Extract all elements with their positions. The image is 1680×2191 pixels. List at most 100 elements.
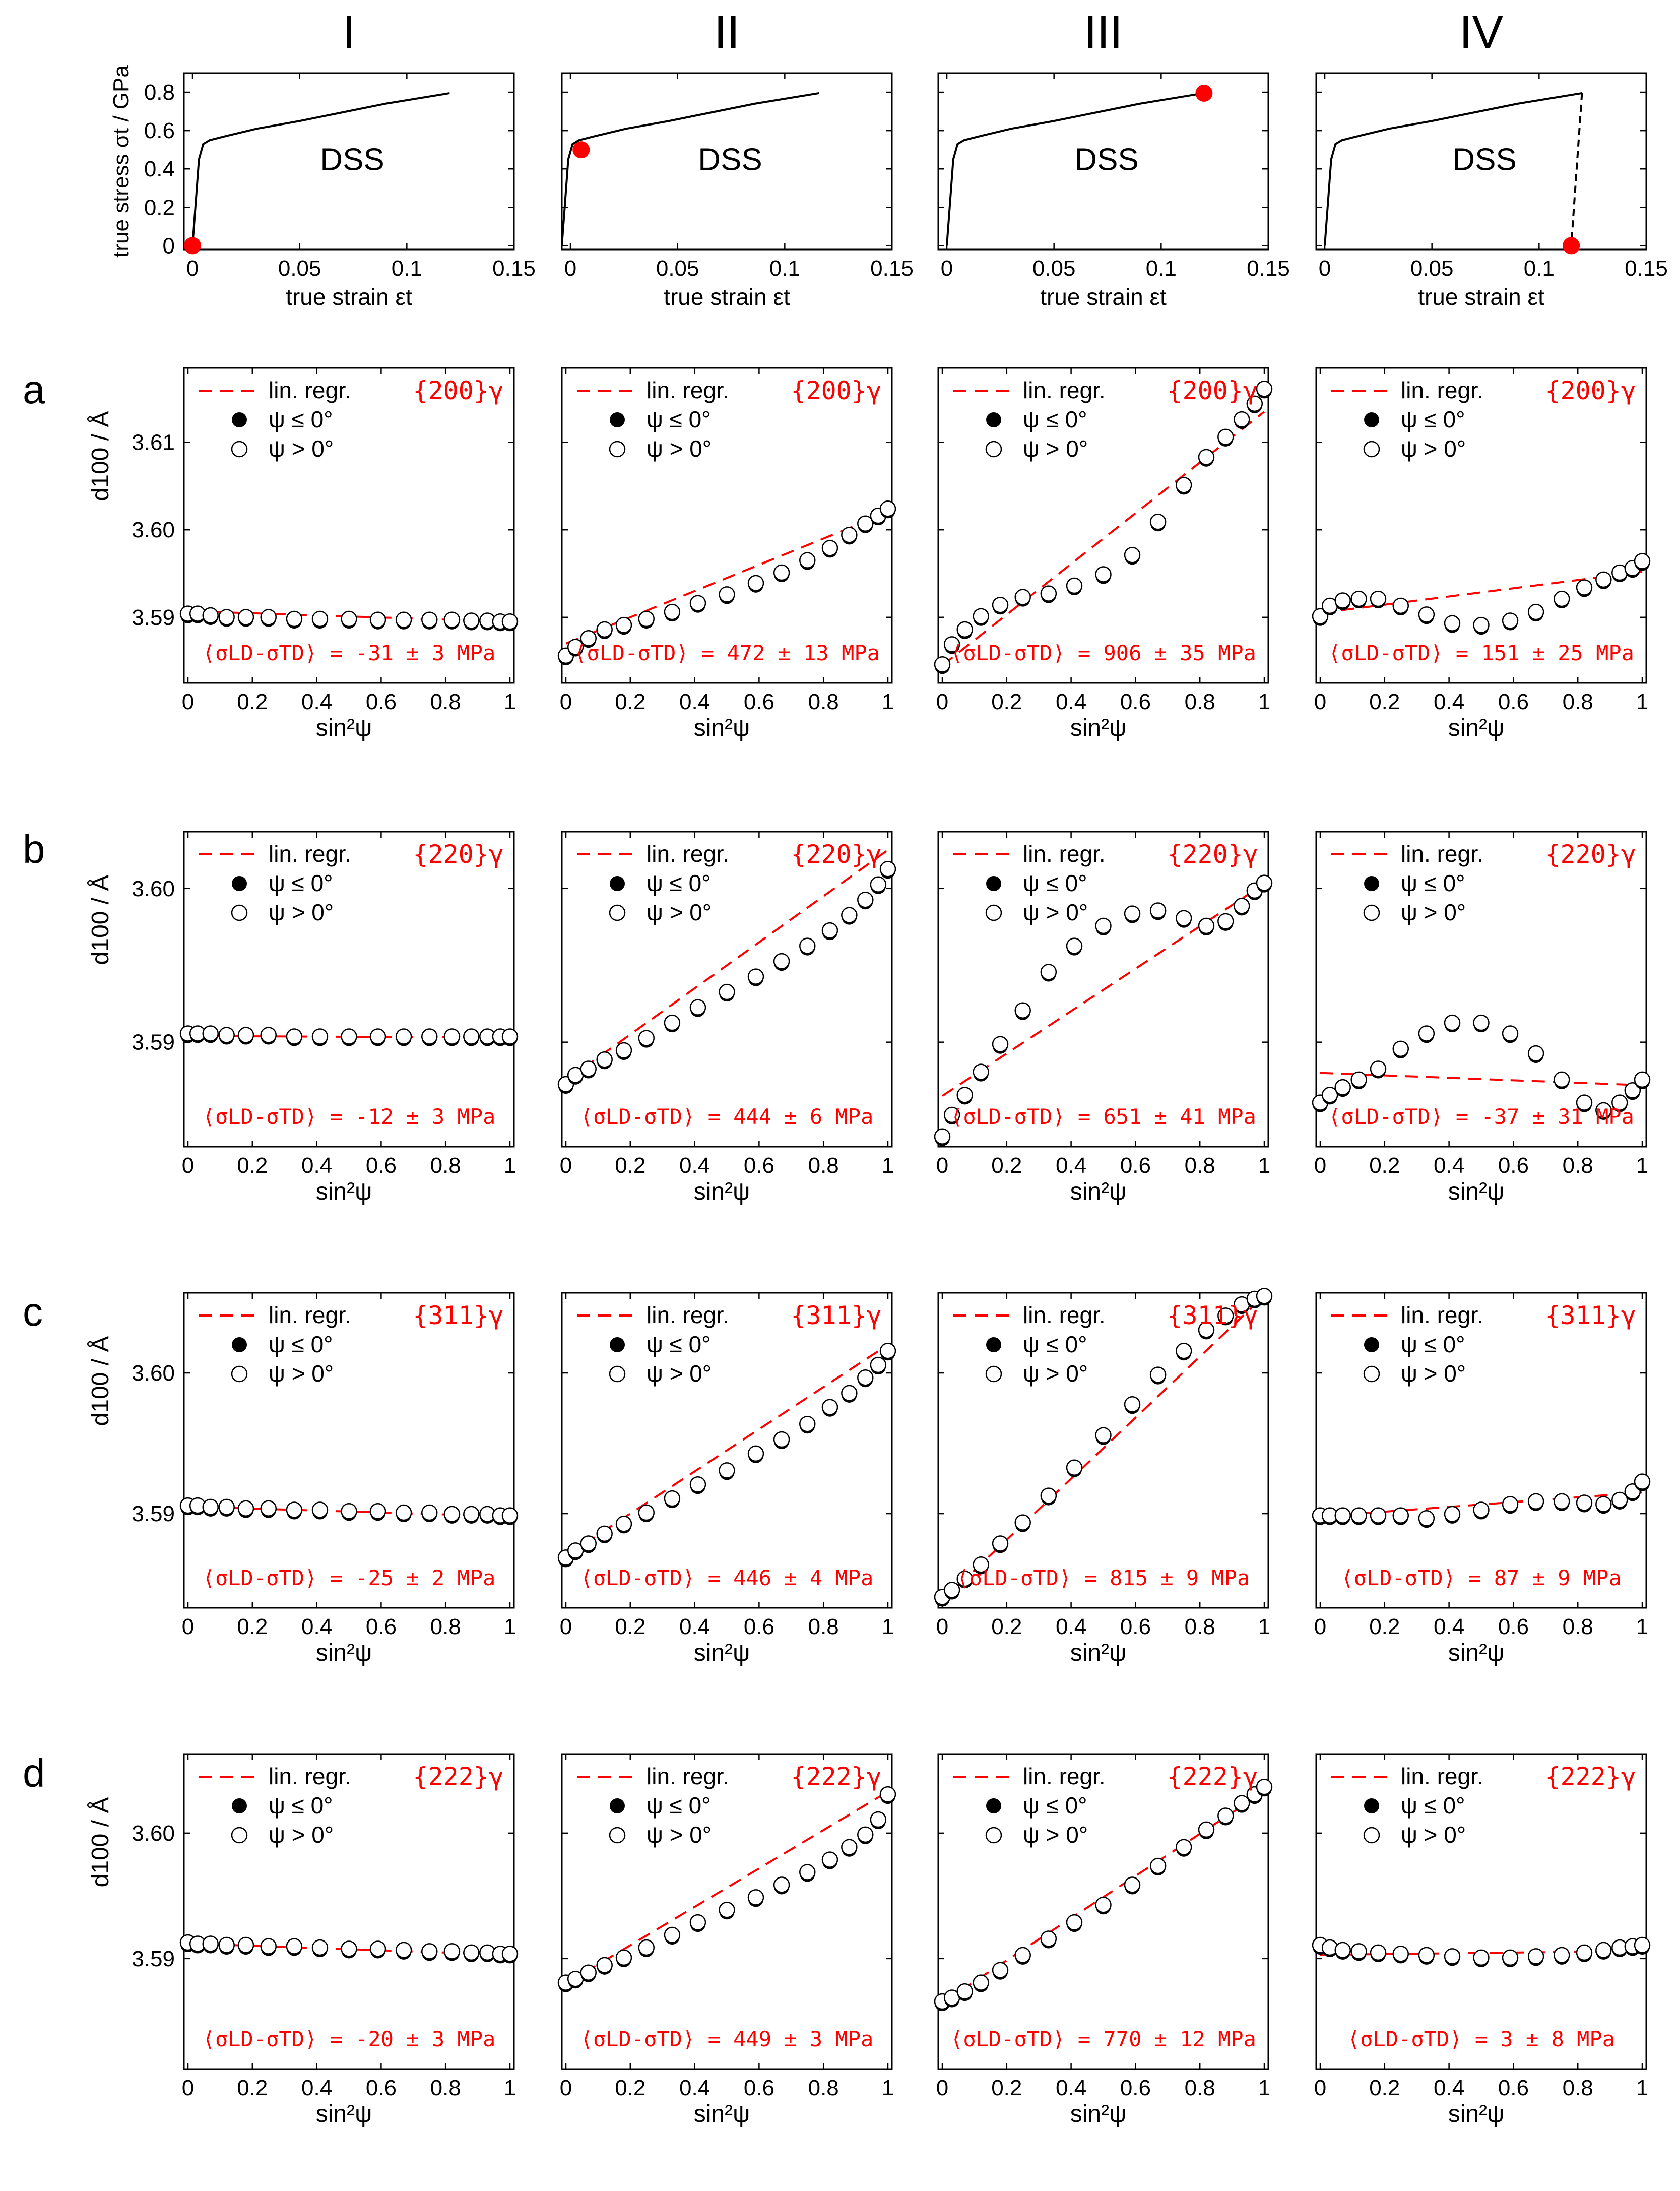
column-header: II	[714, 7, 740, 58]
point-psi-positive	[615, 1949, 632, 1966]
point-psi-positive	[1149, 514, 1167, 530]
legend-psi-neg: ψ ≤ 0°	[1023, 1792, 1087, 1819]
column-header: I	[343, 7, 356, 58]
legend-marker-open	[985, 1365, 1002, 1383]
x-tick-label: 0	[936, 1153, 948, 1178]
point-psi-positive	[311, 610, 329, 628]
point-psi-positive	[1473, 1014, 1490, 1031]
point-psi-positive	[719, 983, 735, 1000]
point-psi-positive	[1256, 874, 1273, 891]
legend-marker-open	[231, 904, 248, 921]
point-psi-positive	[1334, 1942, 1351, 1959]
point-psi-positive	[286, 1028, 303, 1045]
plot-frame	[183, 72, 515, 251]
point-psi-positive	[1527, 1948, 1544, 1965]
point-psi-positive	[638, 1030, 655, 1046]
legend-lin-regr: lin. regr.	[269, 841, 351, 867]
x-tick-label: 0.15	[870, 256, 914, 281]
point-psi-positive	[1124, 547, 1141, 564]
point-psi-positive	[463, 1944, 480, 1961]
reflection-label: {222}γ	[791, 1762, 882, 1791]
state-marker	[572, 141, 590, 159]
point-psi-positive	[799, 552, 816, 569]
point-psi-positive	[1246, 395, 1263, 412]
x-tick-label: 0.4	[1434, 1614, 1464, 1639]
legend-lin-regr: lin. regr.	[1023, 377, 1106, 403]
point-psi-positive	[1444, 1948, 1461, 1965]
x-tick-label: 0.8	[808, 1153, 839, 1178]
legend-psi-pos: ψ > 0°	[1023, 899, 1088, 925]
x-tick-label: 0.4	[301, 2076, 332, 2100]
point-psi-positive	[638, 1939, 655, 1956]
reflection-label: {311}γ	[1545, 1301, 1636, 1330]
point-psi-positive	[1095, 917, 1112, 934]
point-psi-positive	[973, 1556, 989, 1573]
point-psi-positive	[1198, 449, 1215, 466]
point-psi-positive	[286, 1938, 303, 1955]
point-psi-positive	[260, 1938, 277, 1955]
x-tick-label: 0.4	[1056, 1614, 1086, 1639]
point-psi-positive	[973, 1974, 989, 1991]
point-psi-positive	[821, 922, 838, 939]
plot-frame	[561, 72, 893, 251]
y-tick-label: 0.6	[144, 118, 175, 143]
x-axis-label: sin²ψ	[1448, 1178, 1505, 1205]
legend-psi-pos: ψ > 0°	[269, 899, 334, 925]
x-tick-label: 0.2	[991, 1614, 1022, 1639]
legend-marker-open	[1363, 1827, 1380, 1844]
point-psi-positive	[1350, 1507, 1367, 1524]
point-psi-positive	[1595, 571, 1612, 588]
point-psi-positive	[395, 1942, 412, 1959]
x-axis-label: sin²ψ	[694, 715, 750, 741]
point-psi-positive	[237, 1936, 254, 1954]
point-psi-positive	[857, 1826, 874, 1843]
point-psi-positive	[821, 540, 838, 556]
y-tick-label: 0.2	[144, 195, 175, 220]
point-psi-positive	[1527, 1045, 1544, 1062]
x-tick-label: 0	[560, 1153, 572, 1178]
stress-strain-panel: 0 0.05 0.1 0.15 DSS true strain εt	[561, 72, 914, 310]
point-psi-positive	[501, 1028, 519, 1045]
y-tick-label: 3.60	[132, 877, 175, 901]
x-tick-label: 1	[1636, 1614, 1648, 1639]
x-tick-label: 0.05	[656, 256, 699, 281]
x-tick-label: 0	[564, 256, 576, 281]
legend-marker-filled	[986, 1798, 1001, 1813]
point-psi-positive	[421, 1028, 438, 1045]
point-psi-positive	[369, 1940, 386, 1957]
x-tick-label: 0.05	[1032, 256, 1076, 281]
point-psi-positive	[747, 1889, 764, 1906]
point-psi-positive	[1334, 1079, 1351, 1096]
point-psi-positive	[443, 1943, 461, 1960]
point-psi-positive	[580, 1060, 597, 1077]
y-axis-label: d100 / Å	[87, 411, 114, 502]
point-psi-positive	[773, 1876, 790, 1893]
x-tick-label: 0	[936, 2076, 948, 2100]
x-tick-label: 0.6	[1120, 690, 1151, 714]
point-psi-positive	[1527, 1493, 1544, 1510]
x-tick-label: 0.2	[615, 2076, 645, 2100]
plot-frame	[937, 1753, 1269, 2070]
lattice-panel: 0 0.2 0.4 0.6 0.8 1 sin²ψ lin. regr. ψ ≤ 0° ψ > 0…	[1312, 1292, 1651, 1666]
point-psi-positive	[1418, 606, 1435, 623]
x-tick-label: 0.6	[744, 1153, 774, 1178]
point-psi-positive	[1234, 898, 1250, 914]
point-psi-positive	[1554, 590, 1570, 607]
y-tick-label: 0	[163, 233, 175, 258]
point-psi-positive	[870, 1356, 887, 1373]
x-tick-label: 0.8	[808, 1614, 839, 1639]
plot-frame	[937, 831, 1269, 1148]
point-psi-positive	[369, 1028, 386, 1045]
point-psi-positive	[237, 1027, 254, 1043]
legend-lin-regr: lin. regr.	[647, 841, 729, 867]
point-psi-positive	[1066, 577, 1083, 594]
point-psi-positive	[443, 611, 461, 628]
legend-marker-filled	[1364, 876, 1379, 891]
x-axis-label: true strain εt	[1040, 284, 1167, 310]
x-tick-label: 0.6	[744, 2076, 774, 2100]
x-tick-label: 1	[1258, 1153, 1270, 1178]
row-label: a	[23, 367, 45, 412]
reflection-label: {311}γ	[1167, 1301, 1258, 1330]
x-tick-label: 0.4	[1434, 690, 1464, 714]
x-tick-label: 1	[882, 1153, 894, 1178]
